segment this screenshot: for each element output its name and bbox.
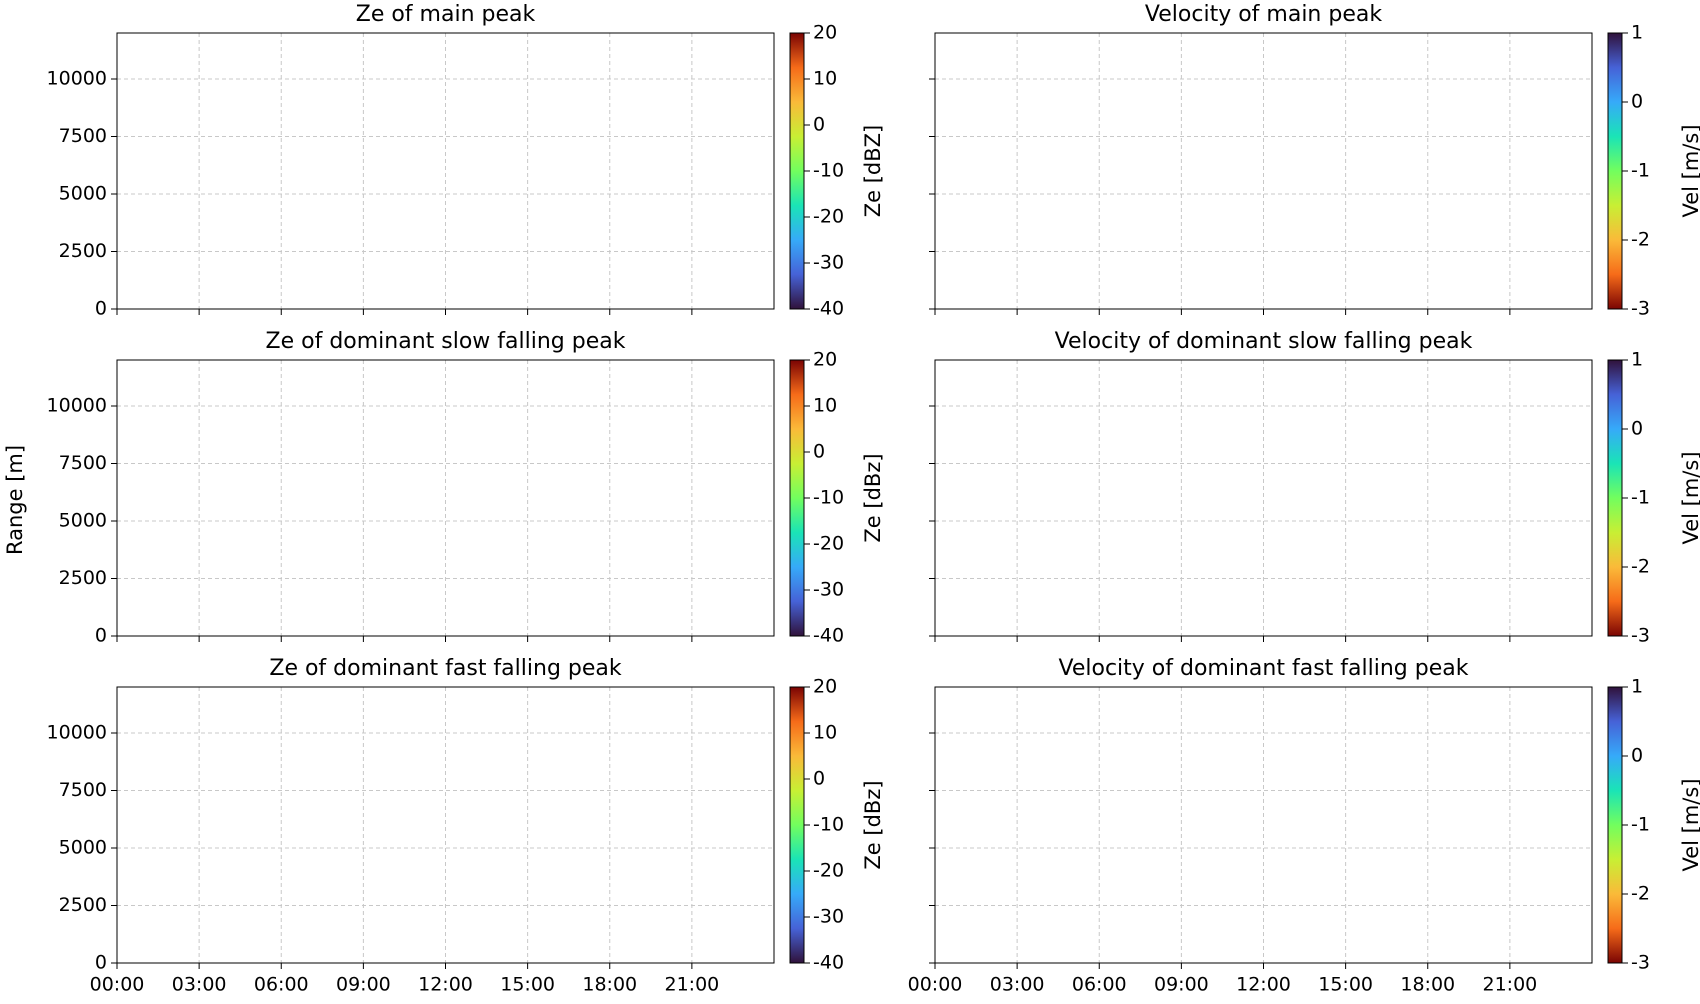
- x-tick-label: 18:00: [582, 974, 637, 996]
- x-tick-label: 06:00: [1072, 974, 1127, 996]
- colorbar-tick-label: -2: [1631, 229, 1650, 251]
- colorbar: [789, 686, 805, 964]
- colorbar: [789, 359, 805, 637]
- plot-frame: [116, 359, 775, 637]
- colorbar: [1607, 32, 1623, 310]
- plot-frame: [934, 359, 1593, 637]
- x-tick-label: 21:00: [1482, 974, 1537, 996]
- panel-title: Ze of dominant fast falling peak: [269, 656, 622, 681]
- y-tick-label: 7500: [59, 779, 107, 801]
- x-tick-label: 18:00: [1400, 974, 1455, 996]
- colorbar-tick-label: -20: [813, 860, 844, 882]
- y-tick-label: 2500: [59, 894, 107, 916]
- y-tick-label: 7500: [59, 452, 107, 474]
- colorbar-tick-label: -30: [813, 906, 844, 928]
- x-tick-label: 03:00: [990, 974, 1045, 996]
- colorbar-tick-label: 10: [813, 722, 837, 744]
- x-tick-label: 21:00: [664, 974, 719, 996]
- y-tick-label: 7500: [59, 125, 107, 147]
- y-tick-label: 0: [95, 298, 107, 320]
- x-tick-label: 00:00: [908, 974, 963, 996]
- y-tick-label: 2500: [59, 240, 107, 262]
- colorbar-tick-label: 0: [813, 768, 825, 790]
- colorbar-label: Vel [m/s]: [1679, 124, 1700, 217]
- x-tick-label: 12:00: [1236, 974, 1291, 996]
- colorbar-tick-label: -40: [813, 952, 844, 974]
- x-tick-label: 15:00: [500, 974, 555, 996]
- colorbar-label: Vel [m/s]: [1679, 778, 1700, 871]
- colorbar-tick-label: -10: [813, 487, 844, 509]
- y-tick-label: 2500: [59, 567, 107, 589]
- colorbar-tick-label: -40: [813, 298, 844, 320]
- colorbar-tick-label: -3: [1631, 625, 1650, 647]
- plot-frame: [934, 686, 1593, 964]
- y-tick-label: 0: [95, 625, 107, 647]
- x-tick-label: 09:00: [1154, 974, 1209, 996]
- colorbar-tick-label: -2: [1631, 556, 1650, 578]
- colorbar-tick-label: 1: [1631, 22, 1643, 44]
- x-tick-label: 12:00: [418, 974, 473, 996]
- panel-title: Ze of dominant slow falling peak: [266, 329, 626, 354]
- colorbar-label: Ze [dBz]: [861, 780, 885, 869]
- colorbar-tick-label: -1: [1631, 814, 1650, 836]
- colorbar-tick-label: -10: [813, 814, 844, 836]
- colorbar-tick-label: -20: [813, 533, 844, 555]
- plot-frame: [116, 32, 775, 310]
- colorbar-tick-label: 20: [813, 676, 837, 698]
- panel-title: Velocity of main peak: [1145, 2, 1382, 27]
- colorbar-tick-label: -10: [813, 160, 844, 182]
- colorbar-tick-label: -2: [1631, 883, 1650, 905]
- colorbar: [1607, 686, 1623, 964]
- colorbar-tick-label: -30: [813, 252, 844, 274]
- y-tick-label: 10000: [47, 395, 107, 417]
- panel-title: Velocity of dominant fast falling peak: [1059, 656, 1469, 681]
- colorbar: [789, 32, 805, 310]
- colorbar-label: Vel [m/s]: [1679, 451, 1700, 544]
- colorbar-tick-label: -40: [813, 625, 844, 647]
- y-tick-label: 5000: [59, 183, 107, 205]
- y-tick-label: 5000: [59, 510, 107, 532]
- colorbar-label: Ze [dBz]: [861, 453, 885, 542]
- y-tick-label: 5000: [59, 837, 107, 859]
- x-tick-label: 00:00: [90, 974, 145, 996]
- x-tick-label: 15:00: [1318, 974, 1373, 996]
- colorbar-tick-label: -1: [1631, 160, 1650, 182]
- colorbar: [1607, 359, 1623, 637]
- colorbar-tick-label: -30: [813, 579, 844, 601]
- colorbar-tick-label: 0: [813, 441, 825, 463]
- panel-title: Ze of main peak: [356, 2, 536, 27]
- colorbar-tick-label: 1: [1631, 676, 1643, 698]
- x-tick-label: 09:00: [336, 974, 391, 996]
- colorbar-tick-label: -3: [1631, 298, 1650, 320]
- y-tick-label: 10000: [47, 722, 107, 744]
- x-tick-label: 03:00: [172, 974, 227, 996]
- plot-frame: [934, 32, 1593, 310]
- colorbar-tick-label: -20: [813, 206, 844, 228]
- y-tick-label: 10000: [47, 68, 107, 90]
- panel-title: Velocity of dominant slow falling peak: [1055, 329, 1473, 354]
- colorbar-tick-label: -1: [1631, 487, 1650, 509]
- x-tick-label: 06:00: [254, 974, 309, 996]
- colorbar-tick-label: 0: [1631, 418, 1643, 440]
- colorbar-tick-label: 20: [813, 22, 837, 44]
- colorbar-tick-label: 0: [1631, 91, 1643, 113]
- colorbar-tick-label: 0: [1631, 745, 1643, 767]
- colorbar-tick-label: 20: [813, 349, 837, 371]
- y-axis-label: Range [m]: [3, 445, 27, 555]
- colorbar-tick-label: 10: [813, 395, 837, 417]
- colorbar-tick-label: 0: [813, 114, 825, 136]
- colorbar-label: Ze [dBZ]: [861, 125, 885, 218]
- plot-frame: [116, 686, 775, 964]
- colorbar-tick-label: 1: [1631, 349, 1643, 371]
- colorbar-tick-label: 10: [813, 68, 837, 90]
- y-tick-label: 0: [95, 952, 107, 974]
- colorbar-tick-label: -3: [1631, 952, 1650, 974]
